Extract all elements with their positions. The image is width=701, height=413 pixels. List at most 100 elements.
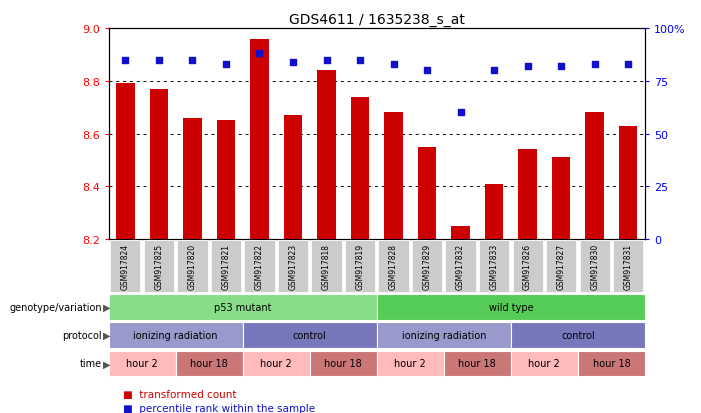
Text: GSM917830: GSM917830 bbox=[590, 243, 599, 290]
Text: control: control bbox=[561, 330, 594, 340]
FancyBboxPatch shape bbox=[109, 294, 377, 320]
Point bbox=[489, 68, 500, 74]
Bar bbox=[116, 84, 135, 240]
Text: genotype/variation: genotype/variation bbox=[9, 302, 102, 312]
Bar bbox=[418, 147, 436, 240]
Text: p53 mutant: p53 mutant bbox=[214, 302, 271, 312]
Bar bbox=[485, 184, 503, 240]
Title: GDS4611 / 1635238_s_at: GDS4611 / 1635238_s_at bbox=[289, 12, 465, 26]
FancyBboxPatch shape bbox=[310, 351, 377, 376]
FancyBboxPatch shape bbox=[109, 323, 243, 348]
Text: hour 2: hour 2 bbox=[126, 358, 158, 368]
FancyBboxPatch shape bbox=[613, 240, 644, 293]
FancyBboxPatch shape bbox=[243, 351, 310, 376]
Text: GSM917820: GSM917820 bbox=[188, 243, 197, 290]
FancyBboxPatch shape bbox=[512, 240, 543, 293]
Text: hour 18: hour 18 bbox=[191, 358, 228, 368]
Text: hour 18: hour 18 bbox=[592, 358, 630, 368]
Point bbox=[388, 62, 399, 68]
Bar bbox=[384, 113, 403, 240]
Point bbox=[355, 57, 366, 64]
Bar bbox=[350, 97, 369, 240]
FancyBboxPatch shape bbox=[110, 240, 140, 293]
FancyBboxPatch shape bbox=[243, 323, 377, 348]
Point bbox=[220, 62, 231, 68]
FancyBboxPatch shape bbox=[511, 323, 645, 348]
Text: GSM917828: GSM917828 bbox=[389, 243, 398, 290]
FancyBboxPatch shape bbox=[211, 240, 241, 293]
Text: ionizing radiation: ionizing radiation bbox=[133, 330, 218, 340]
Bar bbox=[318, 71, 336, 240]
Point bbox=[120, 57, 131, 64]
Bar bbox=[217, 121, 235, 240]
Bar bbox=[150, 90, 168, 240]
Text: hour 18: hour 18 bbox=[325, 358, 362, 368]
Point bbox=[321, 57, 332, 64]
FancyBboxPatch shape bbox=[377, 294, 645, 320]
Point bbox=[522, 64, 533, 70]
Text: ■  percentile rank within the sample: ■ percentile rank within the sample bbox=[123, 404, 315, 413]
Bar bbox=[519, 150, 537, 240]
Text: protocol: protocol bbox=[62, 330, 102, 340]
Point bbox=[622, 62, 634, 68]
FancyBboxPatch shape bbox=[144, 240, 174, 293]
FancyBboxPatch shape bbox=[379, 240, 409, 293]
Bar bbox=[585, 113, 604, 240]
Text: GSM917832: GSM917832 bbox=[456, 243, 465, 290]
Text: hour 2: hour 2 bbox=[260, 358, 292, 368]
Text: control: control bbox=[293, 330, 327, 340]
Text: ▶: ▶ bbox=[103, 302, 111, 312]
Text: GSM917825: GSM917825 bbox=[154, 243, 163, 290]
FancyBboxPatch shape bbox=[377, 323, 511, 348]
Point bbox=[421, 68, 433, 74]
FancyBboxPatch shape bbox=[377, 351, 444, 376]
FancyBboxPatch shape bbox=[176, 351, 243, 376]
Text: GSM917822: GSM917822 bbox=[255, 243, 264, 290]
Point bbox=[555, 64, 566, 70]
Point bbox=[455, 110, 466, 116]
Bar bbox=[250, 39, 268, 240]
FancyBboxPatch shape bbox=[412, 240, 442, 293]
Text: GSM917818: GSM917818 bbox=[322, 243, 331, 290]
Text: time: time bbox=[79, 358, 102, 368]
Text: ▶: ▶ bbox=[103, 358, 111, 368]
Text: ionizing radiation: ionizing radiation bbox=[402, 330, 486, 340]
Text: GSM917824: GSM917824 bbox=[121, 243, 130, 290]
FancyBboxPatch shape bbox=[578, 351, 645, 376]
Text: GSM917831: GSM917831 bbox=[624, 243, 633, 290]
Text: GSM917833: GSM917833 bbox=[489, 243, 498, 290]
Text: GSM917827: GSM917827 bbox=[557, 243, 566, 290]
Point bbox=[154, 57, 165, 64]
Text: GSM917823: GSM917823 bbox=[289, 243, 297, 290]
Bar bbox=[552, 158, 571, 240]
Bar bbox=[451, 226, 470, 240]
FancyBboxPatch shape bbox=[444, 351, 511, 376]
FancyBboxPatch shape bbox=[177, 240, 207, 293]
Point bbox=[187, 57, 198, 64]
Point bbox=[589, 62, 600, 68]
Bar bbox=[284, 116, 302, 240]
FancyBboxPatch shape bbox=[511, 351, 578, 376]
Text: ■  transformed count: ■ transformed count bbox=[123, 389, 236, 399]
FancyBboxPatch shape bbox=[311, 240, 341, 293]
Text: GSM917829: GSM917829 bbox=[423, 243, 432, 290]
FancyBboxPatch shape bbox=[109, 351, 176, 376]
Bar bbox=[183, 119, 202, 240]
FancyBboxPatch shape bbox=[546, 240, 576, 293]
Text: hour 2: hour 2 bbox=[395, 358, 426, 368]
FancyBboxPatch shape bbox=[278, 240, 308, 293]
Text: ▶: ▶ bbox=[103, 330, 111, 340]
Point bbox=[287, 59, 299, 66]
FancyBboxPatch shape bbox=[580, 240, 610, 293]
FancyBboxPatch shape bbox=[345, 240, 375, 293]
Text: hour 18: hour 18 bbox=[458, 358, 496, 368]
Point bbox=[254, 51, 265, 57]
FancyBboxPatch shape bbox=[446, 240, 476, 293]
Text: hour 2: hour 2 bbox=[529, 358, 560, 368]
Text: GSM917821: GSM917821 bbox=[222, 243, 231, 290]
Text: GSM917819: GSM917819 bbox=[355, 243, 365, 290]
Text: wild type: wild type bbox=[489, 302, 533, 312]
Text: GSM917826: GSM917826 bbox=[523, 243, 532, 290]
FancyBboxPatch shape bbox=[479, 240, 509, 293]
Bar bbox=[619, 126, 637, 240]
